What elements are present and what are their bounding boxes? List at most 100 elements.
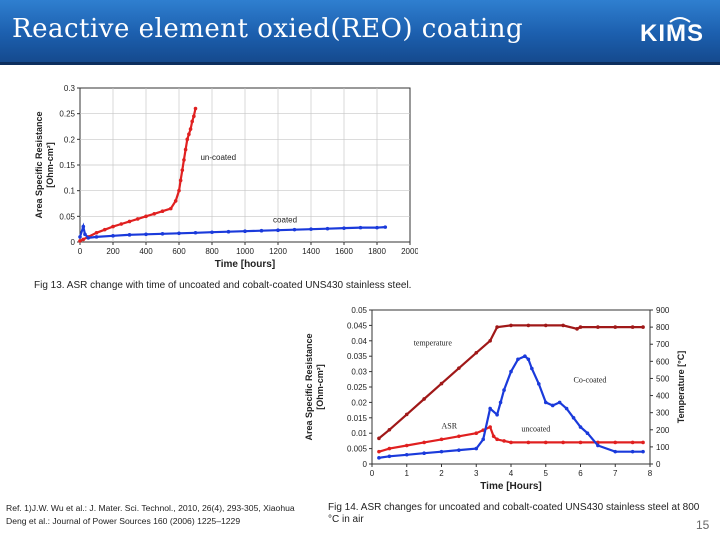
data-point (309, 227, 313, 231)
data-point (630, 440, 635, 445)
slide-header: Reactive element oxied(REO) coating KIMS (0, 0, 720, 62)
data-point (177, 188, 181, 193)
data-point (641, 449, 645, 454)
y-tick-label: 0.035 (347, 352, 368, 361)
data-point (585, 431, 590, 435)
data-point (83, 232, 87, 237)
data-point (127, 233, 132, 237)
data-point (550, 403, 555, 408)
data-point (192, 114, 196, 119)
data-point (557, 400, 562, 405)
header-divider (0, 62, 720, 65)
data-point (537, 382, 541, 386)
y-tick-label: 0.05 (59, 212, 75, 221)
annotation-label: Co-coated (574, 375, 607, 384)
data-point (509, 323, 513, 328)
data-point (474, 431, 479, 435)
data-point (180, 168, 185, 172)
data-point (193, 106, 198, 111)
y2-tick-label: 700 (656, 340, 670, 349)
x-tick-label: 4 (509, 469, 514, 478)
data-point (502, 439, 506, 443)
data-point (516, 357, 520, 362)
data-point (78, 239, 82, 243)
y-axis-title-line1: Area Specific Resistance (304, 333, 314, 440)
data-point (78, 235, 82, 239)
data-point (292, 227, 297, 232)
data-point (530, 366, 534, 371)
data-point (182, 158, 186, 162)
data-point (564, 406, 569, 411)
data-point (173, 199, 178, 203)
data-point (188, 127, 193, 131)
y2-tick-label: 900 (656, 306, 670, 315)
y-tick-label: 0.1 (64, 187, 76, 196)
y2-tick-label: 600 (656, 357, 670, 366)
data-point (375, 225, 379, 230)
x-tick-label: 1800 (368, 247, 386, 256)
y-tick-label: 0.04 (351, 337, 367, 346)
x-tick-label: 1400 (302, 247, 320, 256)
y-tick-label: 0.01 (351, 429, 367, 438)
data-point (81, 237, 86, 242)
data-point (575, 327, 579, 331)
data-point (404, 452, 409, 457)
y-tick-label: 0.015 (347, 414, 368, 423)
y2-tick-label: 200 (656, 426, 670, 435)
x-tick-label: 6 (578, 469, 583, 478)
y-tick-label: 0.02 (351, 398, 367, 407)
x-tick-label: 400 (139, 247, 153, 256)
figure-13-caption: Fig 13. ASR change with time of uncoated… (34, 280, 412, 291)
data-point (495, 437, 499, 442)
data-point (127, 219, 132, 224)
annotation-label: temperature (414, 338, 453, 347)
data-point (474, 350, 479, 355)
data-point (498, 400, 503, 405)
data-point (526, 440, 531, 445)
data-point (422, 397, 426, 401)
data-point (259, 228, 264, 233)
data-point (119, 222, 124, 226)
data-point (86, 236, 91, 240)
x-tick-label: 8 (648, 469, 653, 478)
x-tick-label: 7 (613, 469, 618, 478)
y2-tick-label: 0 (656, 460, 661, 469)
chart-asr-temperature: 0 1 2 3 4 5 6 7 800.0050.010.0150.020.0250.030.0… (304, 306, 686, 492)
data-point (177, 231, 181, 236)
y-tick-label: 0.005 (347, 445, 368, 454)
data-point (178, 178, 183, 183)
data-point (185, 137, 190, 142)
data-point (144, 232, 148, 237)
y2-tick-label: 100 (656, 443, 670, 452)
annotation-label: un-coated (200, 153, 236, 162)
y-tick-label: 0.05 (351, 306, 367, 315)
logo-arc-icon (669, 17, 691, 23)
kims-logo: KIMS (640, 14, 704, 48)
data-point (422, 451, 426, 456)
data-point (152, 211, 157, 216)
x-tick-label: 1200 (269, 247, 287, 256)
x-tick-label: 1 (405, 469, 410, 478)
data-point (578, 425, 583, 429)
data-point (377, 436, 381, 441)
y-tick-label: 0.025 (347, 383, 368, 392)
data-point (387, 454, 392, 459)
data-point (276, 228, 280, 232)
data-point (342, 226, 346, 230)
x-tick-label: 1000 (236, 247, 254, 256)
x-tick-label: 600 (172, 247, 186, 256)
data-point (439, 381, 444, 386)
x-axis-title: Time [Hours] (480, 481, 542, 492)
chart-asr-hours: 0 200 400 600 800 1000 1200 1400 1600 1800 2000 0 0.… (34, 84, 418, 270)
x-axis-title: Time [hours] (215, 259, 275, 270)
data-point (94, 235, 99, 239)
data-point (596, 325, 600, 329)
x-tick-label: 0 (370, 469, 375, 478)
data-point (613, 440, 618, 445)
data-point (226, 229, 231, 234)
data-point (526, 323, 531, 328)
x-tick-label: 2000 (401, 247, 418, 256)
y-tick-label: 0.15 (59, 161, 75, 170)
data-point (439, 449, 444, 454)
y-tick-label: 0.045 (347, 321, 368, 330)
